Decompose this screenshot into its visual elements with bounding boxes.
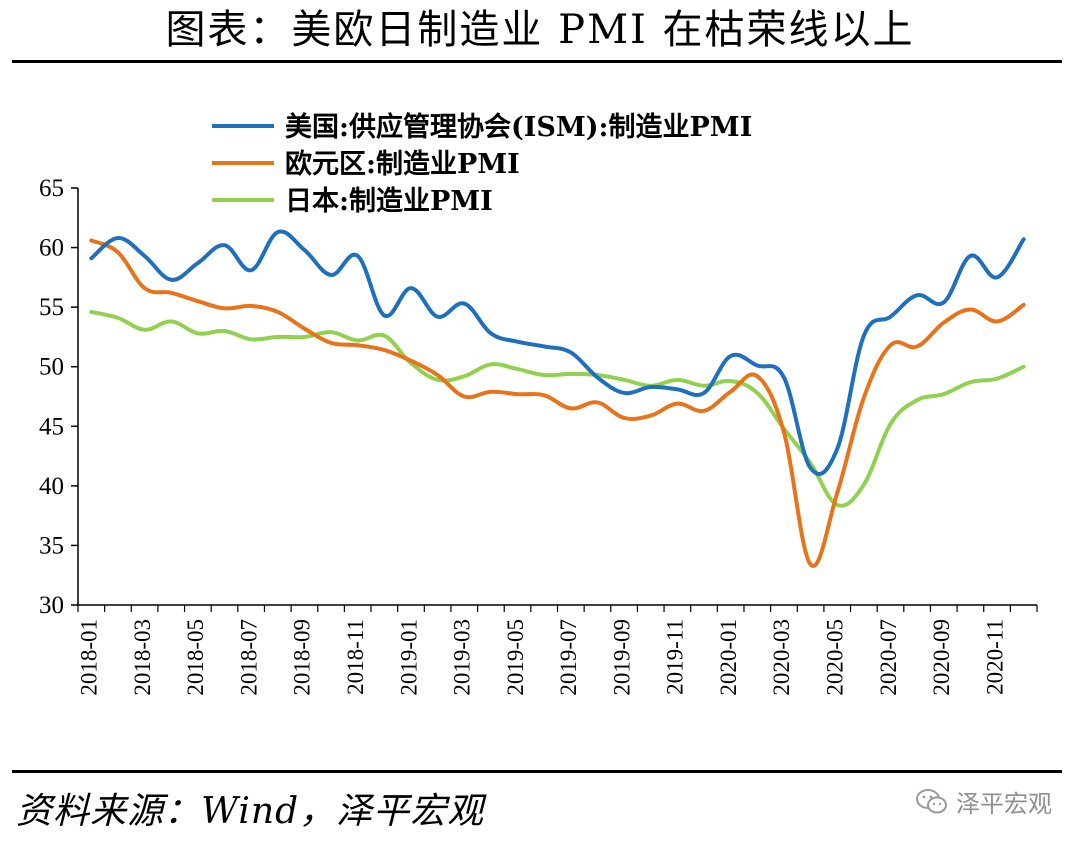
chart-title: 图表：美欧日制造业 PMI 在枯荣线以上 bbox=[165, 7, 915, 53]
watermark-label: 泽平宏观 bbox=[956, 790, 1052, 818]
x-tick-label: 2018-05 bbox=[183, 619, 208, 696]
x-tick-label: 2019-05 bbox=[503, 619, 528, 696]
y-tick-label: 60 bbox=[39, 235, 64, 262]
x-tick-label: 2018-11 bbox=[343, 619, 368, 695]
wechat-icon bbox=[916, 788, 948, 816]
x-tick-label: 2019-03 bbox=[450, 619, 475, 696]
x-tick-label: 2018-01 bbox=[77, 619, 102, 696]
series-line-us-ism bbox=[89, 229, 1026, 476]
x-tick-label: 2019-01 bbox=[396, 619, 421, 696]
x-tick-label: 2019-07 bbox=[556, 619, 581, 696]
bottom-rule bbox=[12, 770, 1062, 773]
x-tick-label: 2019-11 bbox=[663, 619, 688, 695]
y-tick-label: 30 bbox=[39, 592, 64, 619]
y-tick-label: 65 bbox=[39, 175, 64, 202]
series-line-japan bbox=[89, 309, 1026, 508]
legend: 美国:供应管理协会(ISM):制造业PMI 欧元区:制造业PMI 日本:制造业PMI bbox=[212, 111, 752, 217]
x-tick-label: 2018-09 bbox=[290, 619, 315, 696]
legend-label-us-ism: 美国:供应管理协会(ISM):制造业PMI bbox=[285, 111, 752, 143]
legend-label-eurozone: 欧元区:制造业PMI bbox=[285, 149, 520, 180]
legend-label-japan: 日本:制造业PMI bbox=[285, 186, 493, 217]
x-tick-label: 2020-03 bbox=[769, 619, 794, 696]
y-tick-label: 45 bbox=[39, 413, 64, 440]
source-note: 资料来源：Wind，泽平宏观 bbox=[16, 791, 485, 832]
y-tick-label: 55 bbox=[39, 294, 64, 321]
y-tick-label: 40 bbox=[39, 473, 64, 500]
top-rule bbox=[12, 60, 1062, 63]
y-tick-label: 35 bbox=[39, 532, 64, 559]
x-tick-label: 2020-09 bbox=[929, 619, 954, 696]
x-tick-label: 2020-05 bbox=[822, 619, 847, 696]
chart-axes: 30 35 40 45 50 55 60 65 2018-01 2018-03 2018-05 201… bbox=[39, 175, 1038, 696]
chart-series bbox=[89, 229, 1026, 568]
watermark: 泽平宏观 bbox=[916, 784, 1052, 819]
x-tick-label: 2020-07 bbox=[876, 619, 901, 696]
y-tick-label: 50 bbox=[39, 354, 64, 381]
line-chart: 美国:供应管理协会(ISM):制造业PMI 欧元区:制造业PMI 日本:制造业PMI… bbox=[39, 111, 1038, 696]
x-tick-label: 2018-03 bbox=[130, 619, 155, 696]
series-line-eurozone bbox=[89, 238, 1026, 568]
x-tick-label: 2020-01 bbox=[716, 619, 741, 696]
x-tick-label: 2019-09 bbox=[609, 619, 634, 696]
x-tick-label: 2020-11 bbox=[982, 619, 1007, 695]
x-tick-label: 2018-07 bbox=[236, 619, 261, 696]
